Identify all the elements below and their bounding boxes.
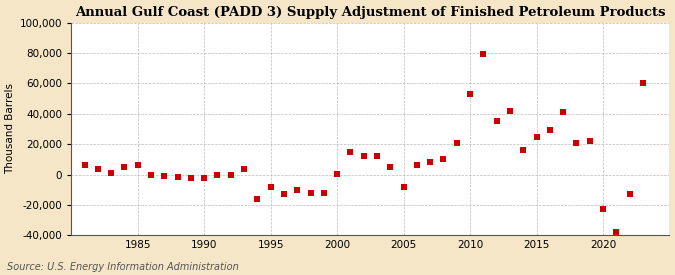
Point: [265, 185, 276, 189]
Point: [119, 165, 130, 169]
Point: [79, 163, 90, 167]
Point: [132, 163, 143, 167]
Point: [292, 188, 302, 192]
Point: [597, 207, 608, 212]
Point: [146, 173, 157, 177]
Point: [491, 119, 502, 123]
Text: Source: U.S. Energy Information Administration: Source: U.S. Energy Information Administ…: [7, 262, 238, 272]
Point: [279, 192, 290, 196]
Point: [172, 175, 183, 179]
Point: [319, 191, 329, 195]
Point: [186, 175, 196, 180]
Point: [504, 108, 515, 113]
Point: [637, 81, 648, 86]
Point: [159, 174, 169, 178]
Point: [558, 110, 568, 114]
Point: [585, 139, 595, 143]
Point: [252, 197, 263, 201]
Point: [92, 167, 103, 171]
Point: [518, 148, 529, 152]
Point: [398, 185, 409, 189]
Point: [624, 192, 635, 196]
Point: [358, 154, 369, 158]
Point: [372, 154, 383, 158]
Point: [225, 172, 236, 177]
Point: [545, 128, 556, 133]
Point: [452, 141, 462, 145]
Point: [106, 171, 117, 175]
Point: [198, 175, 209, 180]
Y-axis label: Thousand Barrels: Thousand Barrels: [5, 83, 16, 174]
Point: [331, 172, 342, 176]
Point: [531, 134, 542, 139]
Point: [611, 230, 622, 235]
Point: [385, 165, 396, 169]
Point: [571, 141, 582, 145]
Point: [425, 160, 435, 164]
Point: [212, 173, 223, 177]
Point: [464, 92, 475, 96]
Point: [239, 167, 250, 171]
Point: [478, 52, 489, 57]
Point: [345, 150, 356, 154]
Point: [305, 191, 316, 195]
Title: Annual Gulf Coast (PADD 3) Supply Adjustment of Finished Petroleum Products: Annual Gulf Coast (PADD 3) Supply Adjust…: [75, 6, 666, 18]
Point: [438, 157, 449, 161]
Point: [412, 163, 423, 167]
